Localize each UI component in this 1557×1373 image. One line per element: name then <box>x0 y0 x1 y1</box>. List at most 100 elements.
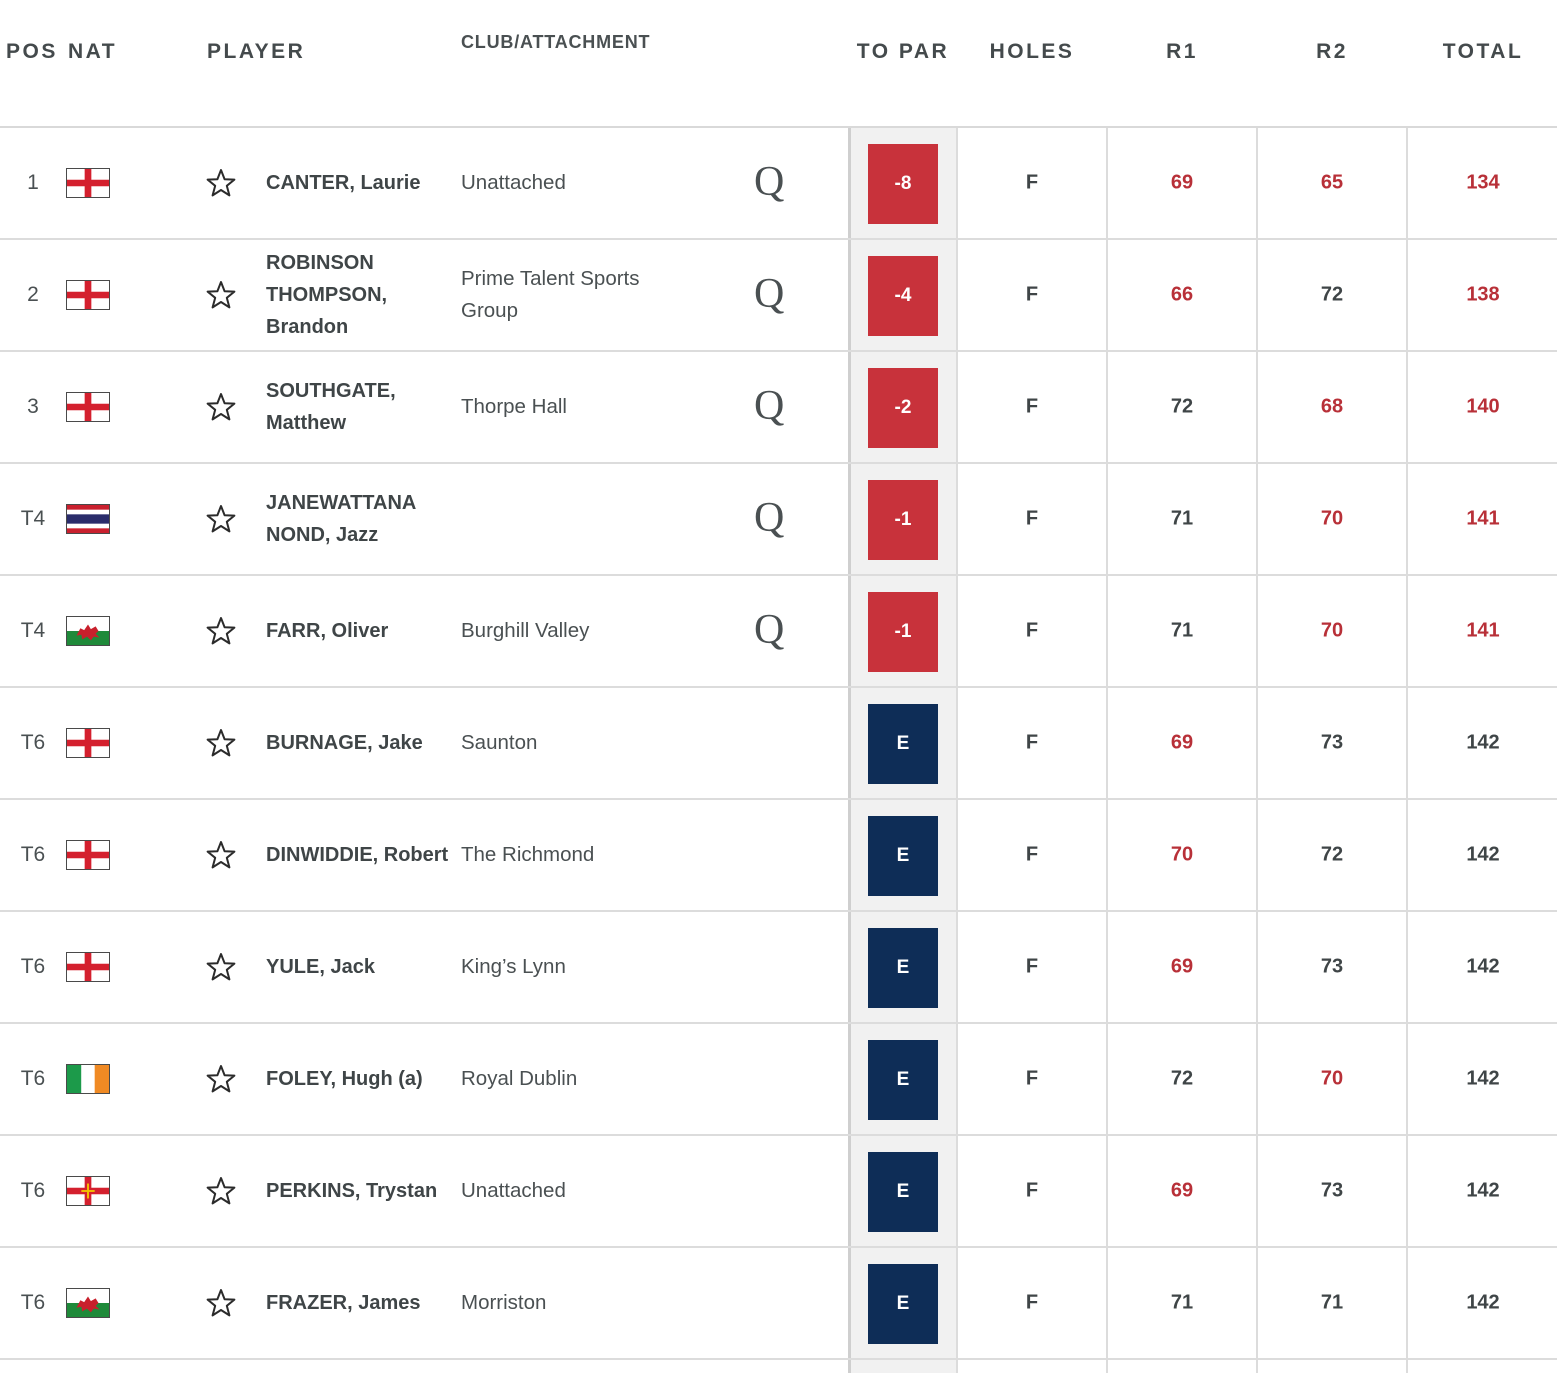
total-score: 142 <box>1466 955 1500 978</box>
total-score: 140 <box>1466 395 1500 418</box>
total-score: 142 <box>1466 1179 1500 1202</box>
header-total[interactable]: TOTAL <box>1442 40 1524 63</box>
table-row[interactable]: T6 DINWIDDIE, Robert The Richmond E F 70… <box>0 800 1557 912</box>
favorite-star-icon[interactable] <box>206 504 236 534</box>
round-1-score: 70 <box>1170 843 1194 866</box>
to-par-badge: -4 <box>868 256 938 336</box>
holes-cell: F <box>1025 1291 1039 1314</box>
table-row[interactable]: 3 SOUTHGATE, Matthew Thorpe Hall Q -2 F … <box>0 352 1557 464</box>
player-name[interactable]: PERKINS, Trystan <box>266 1180 438 1202</box>
club-attachment: Burghill Valley <box>461 619 590 642</box>
header-nat[interactable]: NAT <box>68 40 118 63</box>
qualified-marker: Q <box>754 607 785 654</box>
table-row[interactable]: T6 FOLEY, Hugh (a) Royal Dublin E F 72 7… <box>0 1024 1557 1136</box>
player-name[interactable]: ROBINSON THOMPSON, Brandon <box>266 252 388 338</box>
column-divider <box>1406 128 1408 1373</box>
favorite-star-icon[interactable] <box>206 1176 236 1206</box>
favorite-star-icon[interactable] <box>206 1288 236 1318</box>
player-name[interactable]: FARR, Oliver <box>266 620 389 642</box>
to-par-badge: E <box>868 1264 938 1344</box>
favorite-star-icon[interactable] <box>206 952 236 982</box>
to-par-badge: E <box>868 816 938 896</box>
total-score: 138 <box>1466 283 1500 306</box>
table-row[interactable]: 2 ROBINSON THOMPSON, Brandon Prime Talen… <box>0 240 1557 352</box>
table-row[interactable]: T6 FRAZER, James Morriston E F 71 71 142 <box>0 1248 1557 1360</box>
header-to-par[interactable]: TO PAR <box>856 40 950 63</box>
holes-cell: F <box>1025 731 1039 754</box>
holes-cell: F <box>1025 283 1039 306</box>
round-2-score: 68 <box>1320 395 1344 418</box>
position-cell: T4 <box>20 507 46 530</box>
table-row[interactable]: 1 CANTER, Laurie Unattached Q -8 F 69 65… <box>0 128 1557 240</box>
player-name[interactable]: DINWIDDIE, Robert <box>266 844 449 866</box>
player-name[interactable]: YULE, Jack <box>266 956 375 978</box>
player-name[interactable]: SOUTHGATE, Matthew <box>266 380 396 434</box>
table-row[interactable]: T6 PERKINS, Trystan Unattached E F 69 73… <box>0 1136 1557 1248</box>
position-cell: T6 <box>20 955 46 978</box>
header-r1[interactable]: R1 <box>1166 40 1198 63</box>
to-par-badge: -2 <box>868 368 938 448</box>
round-1-score: 69 <box>1170 955 1194 978</box>
favorite-star-icon[interactable] <box>206 728 236 758</box>
header-r2[interactable]: R2 <box>1316 40 1348 63</box>
round-1-score: 69 <box>1170 171 1194 194</box>
player-name[interactable]: FOLEY, Hugh (a) <box>266 1068 423 1090</box>
table-row[interactable]: T6 YULE, Jack King’s Lynn E F 69 73 142 <box>0 912 1557 1024</box>
favorite-star-icon[interactable] <box>206 280 236 310</box>
club-attachment: Royal Dublin <box>461 1067 578 1090</box>
round-2-score: 70 <box>1320 507 1344 530</box>
club-attachment: King’s Lynn <box>461 955 566 978</box>
qualified-marker: Q <box>754 159 785 206</box>
favorite-star-icon[interactable] <box>206 840 236 870</box>
total-score: 141 <box>1466 507 1500 530</box>
table-row[interactable]: T6 BURNAGE, Jake Saunton E F 69 73 142 <box>0 688 1557 800</box>
player-name[interactable]: JANEWATTANA NOND, Jazz <box>266 492 416 546</box>
round-2-score: 70 <box>1320 1067 1344 1090</box>
favorite-star-icon[interactable] <box>206 616 236 646</box>
round-1-score: 71 <box>1170 619 1194 642</box>
england-flag-icon <box>66 168 110 198</box>
favorite-star-icon[interactable] <box>206 1064 236 1094</box>
to-par-badge: -1 <box>868 592 938 672</box>
england-flag-icon <box>66 728 110 758</box>
round-2-score: 65 <box>1320 171 1344 194</box>
round-1-score: 71 <box>1170 1291 1194 1314</box>
round-2-score: 73 <box>1320 955 1344 978</box>
position-cell: T4 <box>20 619 46 642</box>
ireland-flag-icon <box>66 1064 110 1094</box>
header-player[interactable]: PLAYER <box>207 40 306 63</box>
holes-cell: F <box>1025 171 1039 194</box>
column-divider <box>956 128 958 1373</box>
total-score: 142 <box>1466 731 1500 754</box>
round-2-score: 71 <box>1320 1291 1344 1314</box>
table-row[interactable]: T4 JANEWATTANA NOND, Jazz Q -1 F 71 70 1… <box>0 464 1557 576</box>
holes-cell: F <box>1025 1067 1039 1090</box>
player-name[interactable]: FRAZER, James <box>266 1292 421 1314</box>
england-flag-icon <box>66 392 110 422</box>
qualified-marker: Q <box>754 271 785 318</box>
england-flag-icon <box>66 280 110 310</box>
round-1-score: 71 <box>1170 507 1194 530</box>
total-score: 134 <box>1466 171 1500 194</box>
position-cell: T6 <box>20 1179 46 1202</box>
player-name[interactable]: BURNAGE, Jake <box>266 732 423 754</box>
header-holes[interactable]: HOLES <box>989 40 1075 63</box>
player-name[interactable]: CANTER, Laurie <box>266 172 421 194</box>
favorite-star-icon[interactable] <box>206 168 236 198</box>
club-attachment: The Richmond <box>461 843 595 866</box>
club-attachment: Prime Talent Sports Group <box>461 267 640 322</box>
total-score: 142 <box>1466 1291 1500 1314</box>
favorite-star-icon[interactable] <box>206 392 236 422</box>
table-row[interactable]: T4 FARR, Oliver Burghill Valley Q -1 F 7… <box>0 576 1557 688</box>
to-par-badge: E <box>868 1040 938 1120</box>
header-club[interactable]: CLUB/ATTACHMENT <box>461 32 651 52</box>
position-cell: T6 <box>20 731 46 754</box>
total-score: 141 <box>1466 619 1500 642</box>
position-cell: T6 <box>20 1291 46 1314</box>
position-cell: T6 <box>20 1067 46 1090</box>
position-cell: 1 <box>27 171 39 194</box>
header-pos[interactable]: POS <box>6 40 58 63</box>
holes-cell: F <box>1025 619 1039 642</box>
total-score: 142 <box>1466 843 1500 866</box>
thailand-flag-icon <box>66 504 110 534</box>
